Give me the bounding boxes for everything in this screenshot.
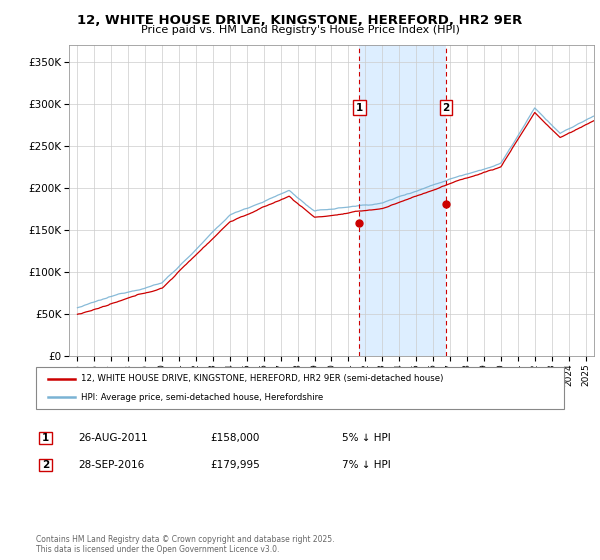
Text: 1: 1 <box>356 103 363 113</box>
Text: 2: 2 <box>442 103 449 113</box>
Text: Contains HM Land Registry data © Crown copyright and database right 2025.
This d: Contains HM Land Registry data © Crown c… <box>36 535 335 554</box>
Text: 5% ↓ HPI: 5% ↓ HPI <box>342 433 391 443</box>
Text: Price paid vs. HM Land Registry's House Price Index (HPI): Price paid vs. HM Land Registry's House … <box>140 25 460 35</box>
Text: 26-AUG-2011: 26-AUG-2011 <box>78 433 148 443</box>
Text: 7% ↓ HPI: 7% ↓ HPI <box>342 460 391 470</box>
Text: 12, WHITE HOUSE DRIVE, KINGSTONE, HEREFORD, HR2 9ER: 12, WHITE HOUSE DRIVE, KINGSTONE, HEREFO… <box>77 14 523 27</box>
Text: 2: 2 <box>42 460 49 470</box>
Text: 28-SEP-2016: 28-SEP-2016 <box>78 460 144 470</box>
Bar <box>359 45 446 356</box>
Text: 1: 1 <box>42 433 49 443</box>
Text: £179,995: £179,995 <box>210 460 260 470</box>
Text: HPI: Average price, semi-detached house, Herefordshire: HPI: Average price, semi-detached house,… <box>81 393 323 402</box>
Text: 12, WHITE HOUSE DRIVE, KINGSTONE, HEREFORD, HR2 9ER (semi-detached house): 12, WHITE HOUSE DRIVE, KINGSTONE, HEREFO… <box>81 374 443 383</box>
Text: £158,000: £158,000 <box>210 433 259 443</box>
